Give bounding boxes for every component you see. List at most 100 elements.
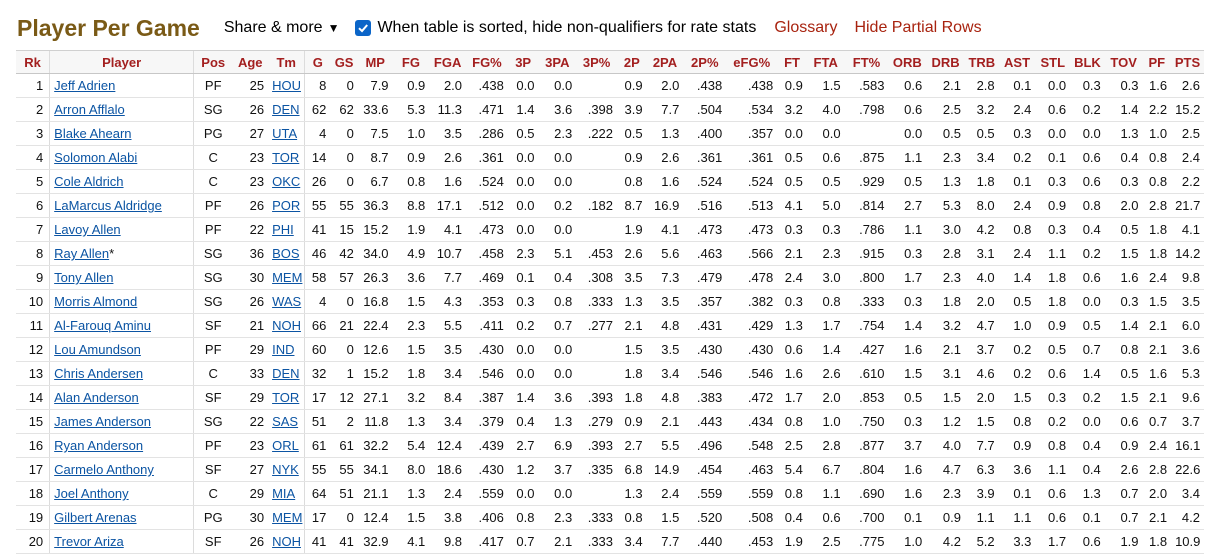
hide-nonqualifiers-toggle[interactable]: When table is sorted, hide non-qualifier…: [355, 19, 756, 37]
column-header-fg[interactable]: FG: [392, 50, 430, 74]
cell-3pa: 2.3: [538, 505, 577, 530]
glossary-link[interactable]: Glossary: [774, 19, 838, 36]
team-link[interactable]: NOH: [272, 534, 301, 549]
column-header-player[interactable]: Player: [49, 50, 194, 74]
column-header-ast[interactable]: AST: [998, 50, 1036, 74]
team-link[interactable]: MEM: [272, 510, 303, 525]
checkbox-checked-icon[interactable]: [355, 20, 372, 36]
cell-trb: 1.5: [964, 409, 999, 434]
player-link[interactable]: Morris Almond: [54, 294, 138, 309]
column-header-age[interactable]: Age: [232, 50, 269, 74]
cell-mp: 6.7: [357, 169, 393, 194]
column-header-2p-pct[interactable]: 2P%: [683, 50, 727, 74]
team-link[interactable]: SAS: [272, 414, 299, 429]
cell-stl: 0.6: [1035, 481, 1071, 506]
player-link[interactable]: Arron Afflalo: [54, 102, 125, 117]
player-link[interactable]: Lavoy Allen: [54, 222, 121, 237]
cell-pos: SF: [193, 313, 233, 338]
column-header-tm[interactable]: Tm: [268, 50, 305, 74]
team-link[interactable]: NOH: [272, 318, 301, 333]
column-header-tov[interactable]: TOV: [1104, 50, 1143, 74]
team-link[interactable]: MIA: [272, 486, 296, 501]
player-link[interactable]: Blake Ahearn: [54, 126, 132, 141]
hide-partial-rows-link[interactable]: Hide Partial Rows: [854, 19, 982, 36]
column-header-ft[interactable]: FT: [777, 50, 807, 74]
column-header-g[interactable]: G: [304, 50, 331, 74]
column-header-fga[interactable]: FGA: [429, 50, 467, 74]
team-link[interactable]: TOR: [272, 390, 300, 405]
column-header-stl[interactable]: STL: [1035, 50, 1071, 74]
column-header-trb[interactable]: TRB: [964, 50, 999, 74]
player-link[interactable]: Chris Andersen: [54, 366, 144, 381]
cell-mp: 12.4: [357, 505, 393, 530]
player-link[interactable]: Cole Aldrich: [54, 174, 124, 189]
player-link[interactable]: Solomon Alabi: [54, 150, 138, 165]
player-link[interactable]: Joel Anthony: [54, 486, 129, 501]
column-header-drb[interactable]: DRB: [926, 50, 965, 74]
cell-drb: 2.8: [926, 241, 965, 266]
column-header-2p[interactable]: 2P: [617, 50, 647, 74]
column-header-3p[interactable]: 3P: [507, 50, 539, 74]
team-link[interactable]: WAS: [272, 294, 302, 309]
team-link[interactable]: TOR: [272, 150, 300, 165]
team-link[interactable]: BOS: [272, 246, 300, 261]
team-link[interactable]: HOU: [272, 78, 301, 93]
cell-fg: 1.8: [392, 361, 430, 386]
cell-blk: 0.0: [1070, 121, 1105, 146]
team-link[interactable]: NYK: [272, 462, 299, 477]
column-header-3pa[interactable]: 3PA: [538, 50, 577, 74]
team-link[interactable]: DEN: [272, 366, 300, 381]
cell-tm: TOR: [268, 385, 305, 410]
player-link[interactable]: James Anderson: [54, 414, 152, 429]
team-link[interactable]: ORL: [272, 438, 299, 453]
column-header-orb[interactable]: ORB: [888, 50, 927, 74]
share-menu-button[interactable]: Share & more ▼: [224, 19, 340, 37]
player-link[interactable]: Trevor Ariza: [54, 534, 124, 549]
cell-tov: 1.9: [1104, 529, 1143, 554]
player-link[interactable]: Lou Amundson: [54, 342, 141, 357]
cell-blk: 0.2: [1070, 241, 1105, 266]
team-link[interactable]: POR: [272, 198, 301, 213]
column-header-fg-pct[interactable]: FG%: [466, 50, 508, 74]
cell-ast: 0.8: [998, 217, 1036, 242]
column-header-pts[interactable]: PTS: [1171, 50, 1204, 74]
column-header-3p-pct[interactable]: 3P%: [576, 50, 618, 74]
player-link[interactable]: Gilbert Arenas: [54, 510, 137, 525]
team-link[interactable]: PHI: [272, 222, 294, 237]
team-link[interactable]: IND: [272, 342, 295, 357]
column-header-gs[interactable]: GS: [330, 50, 358, 74]
player-link[interactable]: Ray Allen: [54, 246, 110, 261]
cell-ft: 0.6: [777, 337, 807, 362]
cell-3pa: 3.6: [538, 97, 577, 122]
column-header-pf[interactable]: PF: [1142, 50, 1172, 74]
player-link[interactable]: Ryan Anderson: [54, 438, 144, 453]
column-header-efg-pct[interactable]: eFG%: [726, 50, 778, 74]
player-link[interactable]: Al-Farouq Aminu: [54, 318, 151, 333]
cell-blk: 0.6: [1070, 529, 1105, 554]
column-header-2pa[interactable]: 2PA: [646, 50, 684, 74]
team-link[interactable]: DEN: [272, 102, 300, 117]
player-link[interactable]: Tony Allen: [54, 270, 114, 285]
cell-2p: 0.9: [617, 73, 647, 98]
column-header-ft-pct[interactable]: FT%: [844, 50, 889, 74]
cell-g: 32: [304, 361, 331, 386]
player-link[interactable]: LaMarcus Aldridge: [54, 198, 162, 213]
team-link[interactable]: OKC: [272, 174, 301, 189]
cell-blk: 0.0: [1070, 289, 1105, 314]
team-link[interactable]: MEM: [272, 270, 303, 285]
player-link[interactable]: Alan Anderson: [54, 390, 139, 405]
cell-rk: 16: [16, 433, 50, 458]
column-header-rk[interactable]: Rk: [16, 50, 50, 74]
player-link[interactable]: Jeff Adrien: [54, 78, 116, 93]
cell-player: Ryan Anderson: [49, 433, 194, 458]
column-header-blk[interactable]: BLK: [1070, 50, 1105, 74]
column-header-pos[interactable]: Pos: [193, 50, 233, 74]
column-header-fta[interactable]: FTA: [806, 50, 845, 74]
cell-drb: 4.7: [926, 457, 965, 482]
player-link[interactable]: Carmelo Anthony: [54, 462, 154, 477]
column-header-mp[interactable]: MP: [357, 50, 393, 74]
team-link[interactable]: UTA: [272, 126, 298, 141]
cell-efg-pct: .508: [726, 505, 778, 530]
cell-fga: 9.8: [429, 529, 467, 554]
cell-stl: 0.9: [1035, 193, 1071, 218]
